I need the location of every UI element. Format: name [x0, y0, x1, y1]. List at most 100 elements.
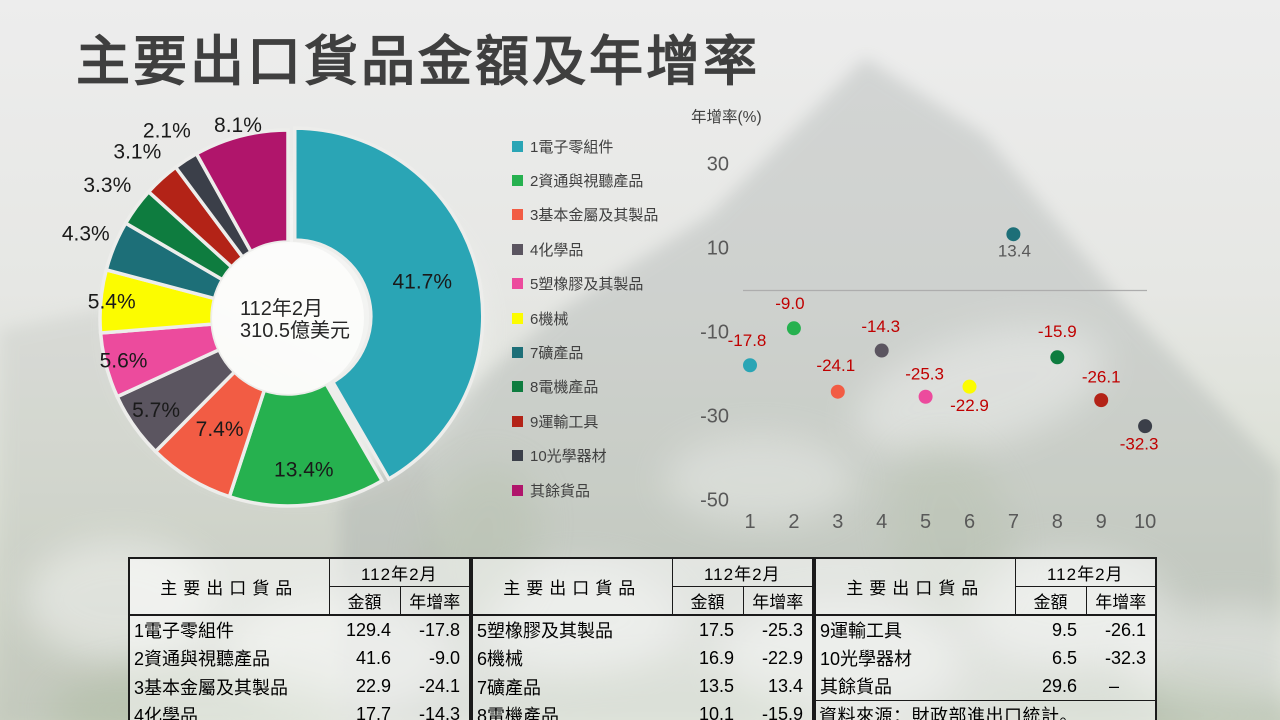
cell-growth: -26.1: [1086, 614, 1156, 644]
cell-amount: 9.5: [1015, 614, 1086, 644]
scatter-point-8: [1050, 350, 1065, 365]
legend-label: 其餘貨品: [530, 482, 591, 500]
legend-item-8: 8電機產品: [512, 370, 658, 404]
table-header-amount: 金額: [1014, 586, 1087, 616]
table-header-growth: 年增率: [742, 586, 814, 616]
donut-slice-label: 5.6%: [100, 350, 148, 373]
cell-growth: -14.3: [418, 704, 460, 720]
legend-swatch: [512, 450, 523, 462]
table-header-name: 主要出口貨品: [471, 557, 673, 616]
cell-category: 10光學器材: [820, 649, 913, 669]
legend-label: 3基本金屬及其製品: [530, 207, 659, 225]
export-table-3: 主要出口貨品 112年2月 金額 年增率 9運輸工具 9.5 -26.1 10光學器材 6.5-…: [814, 557, 1157, 720]
scatter-point-6: [962, 379, 977, 394]
table-header-name: 主要出口貨品: [128, 557, 330, 616]
page-title: 主要出口貨品金額及年增率: [76, 32, 760, 92]
scatter-point-label: -32.3: [1120, 435, 1159, 454]
cell-amount: 17.7: [355, 704, 391, 720]
cell-category: 2資通與視聽產品: [134, 649, 271, 670]
x-tick-label: 4: [876, 511, 887, 533]
donut-slice-label: 4.3%: [62, 222, 110, 245]
table-row: 10光學器材 6.5 -32.3: [815, 644, 1156, 672]
table-row: 7礦產品 13.5 13.4: [472, 672, 813, 700]
donut-slice-1: [293, 126, 485, 482]
x-tick-label: 6: [964, 511, 975, 533]
cell-category: 5塑橡膠及其製品: [472, 613, 672, 645]
legend-label: 1電子零組件: [530, 138, 614, 156]
legend-label: 7礦產品: [530, 345, 584, 363]
cell-amount: 22.9: [355, 676, 391, 697]
legend-item-1: 1電子零組件: [512, 129, 658, 163]
legend-label: 9運輸工具: [530, 413, 599, 431]
scatter-axis-title: 年增率(%): [691, 108, 762, 126]
table-header-growth: 年增率: [1085, 586, 1157, 616]
table-header-name: 主要出口貨品: [814, 557, 1016, 616]
scatter-point-label: -15.9: [1038, 322, 1077, 341]
scatter-point-label: -22.9: [950, 396, 989, 415]
table-row: 4化學品 17.7 -14.3: [129, 701, 470, 720]
legend-swatch: [512, 381, 523, 393]
donut-slice-label: 3.1%: [113, 141, 161, 164]
scatter-chart: 年增率(%) 30 10 -10 -30 -50 1 2 3 4 5 6 7 8 9 10 -17.8 -9.0 -…: [691, 108, 1159, 533]
legend-label: 2資通與視聽產品: [530, 173, 644, 191]
cell-growth: -24.1: [418, 676, 460, 697]
cell-growth: –: [1108, 675, 1119, 696]
scatter-point-4: [874, 343, 889, 358]
table-row: 8電機產品 10.1 -15.9: [472, 701, 813, 720]
legend-swatch: [512, 347, 523, 359]
y-tick-label: -10: [700, 322, 729, 344]
legend-label: 10光學器材: [530, 448, 607, 466]
legend-swatch: [512, 415, 523, 427]
legend-item-2: 2資通與視聽產品: [512, 163, 658, 197]
legend-item-3: 3基本金屬及其製品: [512, 198, 658, 232]
scatter-point-7: [1006, 227, 1021, 242]
scatter-point-label: -24.1: [816, 356, 855, 375]
table-header-period: 112年2月: [328, 557, 471, 587]
x-tick-label: 5: [920, 511, 931, 533]
mountain-shape: [340, 58, 1280, 720]
table-source-note: 資料來源：財政部進出口統計。: [815, 700, 1156, 720]
legend-swatch: [512, 278, 523, 290]
cell-amount: 41.6: [355, 647, 391, 668]
cell-growth: -22.9: [761, 647, 803, 668]
cell-category: 1電子零組件: [129, 613, 329, 645]
donut-center-text: 310.5億美元: [240, 319, 350, 342]
export-table-1: 主要出口貨品 112年2月 金額 年增率 1電子零組件 129.4 -17.8 2資通與視聽產…: [128, 557, 471, 720]
legend-item-6: 6機械: [512, 301, 658, 335]
cell-growth: -25.3: [743, 613, 813, 645]
table-row: 其餘貨品 29.6 –: [815, 672, 1156, 701]
cell-category: 4化學品: [134, 705, 199, 720]
legend-item-10: 10光學器材: [512, 439, 658, 473]
donut-slice-label: 5.4%: [88, 291, 136, 314]
donut-slice-label: 5.7%: [132, 399, 180, 422]
scatter-point-label: -17.8: [728, 331, 767, 350]
scatter-point-2: [786, 321, 801, 336]
cell-category: 7礦產品: [477, 677, 542, 698]
x-tick-label: 7: [1008, 511, 1019, 533]
x-tick-label: 1: [744, 511, 755, 533]
table-header-period: 112年2月: [1014, 557, 1157, 587]
legend-label: 8電機產品: [530, 379, 599, 397]
table-row: 5塑橡膠及其製品 17.5 -25.3: [472, 613, 813, 645]
table-row: 9運輸工具 9.5 -26.1: [815, 614, 1156, 644]
cell-amount: 16.9: [698, 647, 734, 668]
cell-amount: 29.6: [1041, 675, 1077, 696]
legend-swatch: [512, 209, 523, 221]
legend-item-11: 其餘貨品: [512, 473, 658, 507]
donut-slice-label: 8.1%: [214, 114, 262, 137]
cell-category: 8電機產品: [477, 705, 560, 720]
cell-category: 其餘貨品: [820, 677, 892, 697]
table-header-amount: 金額: [328, 586, 401, 616]
table-row: 6機械 16.9 -22.9: [472, 644, 813, 672]
legend-label: 6機械: [530, 310, 569, 328]
scatter-point-label: -9.0: [775, 294, 804, 313]
cell-growth: -17.8: [400, 613, 470, 645]
scatter-point-1: [743, 358, 757, 373]
table-row: 3基本金屬及其製品 22.9 -24.1: [129, 672, 470, 700]
donut-slice-label: 7.4%: [196, 418, 244, 441]
x-tick-label: 10: [1134, 511, 1156, 533]
legend-swatch: [512, 243, 523, 255]
tables: 主要出口貨品 112年2月 金額 年增率 1電子零組件 129.4 -17.8 2資通與視聽產…: [128, 557, 1157, 720]
legend-swatch: [512, 484, 523, 496]
